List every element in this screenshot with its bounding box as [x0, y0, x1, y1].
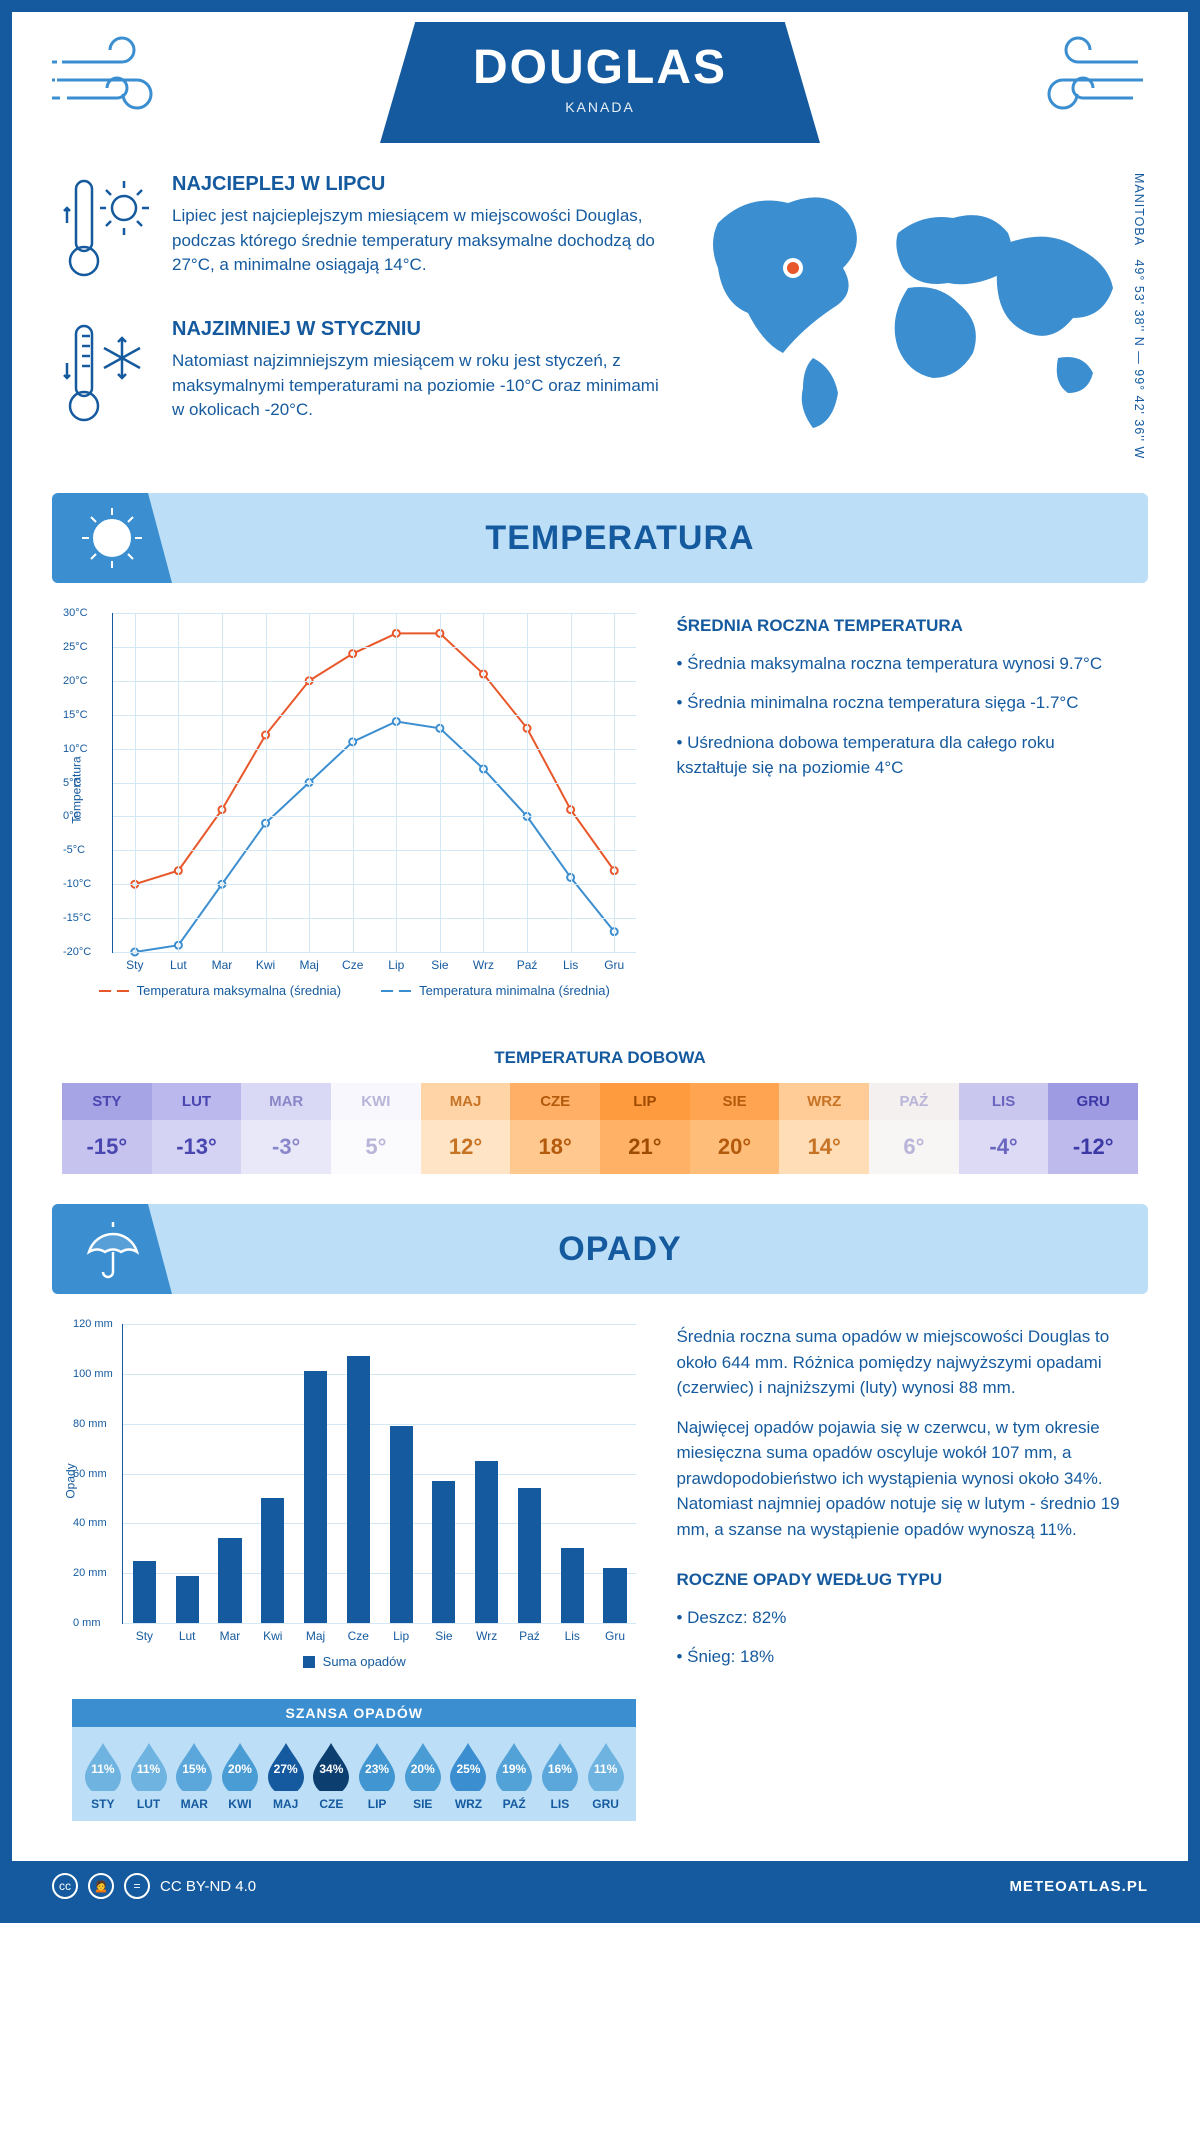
thermometer-sun-icon: [62, 173, 152, 288]
precipitation-bar-chart: Opady 0 mm20 mm40 mm60 mm80 mm100 mm120 …: [122, 1324, 636, 1624]
title-ribbon: DOUGLAS KANADA: [380, 22, 820, 143]
intro-section: NAJCIEPLEJ W LIPCU Lipiec jest najcieple…: [12, 143, 1188, 473]
wind-icon-right: [1008, 32, 1148, 127]
daily-cell: STY-15°: [62, 1083, 152, 1174]
daily-cell: PAŹ6°: [869, 1083, 959, 1174]
temperature-line-chart: Temperatura -20°C-15°C-10°C-5°C0°C5°C10°…: [112, 613, 636, 953]
daily-cell: MAJ12°: [421, 1083, 511, 1174]
temperature-body: Temperatura -20°C-15°C-10°C-5°C0°C5°C10°…: [12, 583, 1188, 1018]
daily-cell: SIE20°: [690, 1083, 780, 1174]
world-map: MANITOBA 49° 53' 38'' N — 99° 42' 36'' W: [698, 173, 1138, 463]
wind-icon-left: [52, 32, 192, 127]
precip-bar: [218, 1538, 241, 1623]
daily-cell: WRZ14°: [779, 1083, 869, 1174]
daily-temp-row: STY-15°LUT-13°MAR-3°KWI5°MAJ12°CZE18°LIP…: [62, 1083, 1138, 1174]
warmest-title: NAJCIEPLEJ W LIPCU: [172, 173, 668, 196]
country-subtitle: KANADA: [460, 99, 740, 115]
warmest-block: NAJCIEPLEJ W LIPCU Lipiec jest najcieple…: [62, 173, 668, 288]
daily-cell: CZE18°: [510, 1083, 600, 1174]
chance-drop: 19%PAŹ: [491, 1739, 537, 1811]
infographic-frame: DOUGLAS KANADA: [0, 0, 1200, 1923]
chance-drop: 34%CZE: [309, 1739, 355, 1811]
chance-drop: 11%LUT: [126, 1739, 172, 1811]
header: DOUGLAS KANADA: [12, 12, 1188, 143]
chance-drop: 11%GRU: [583, 1739, 629, 1811]
city-title: DOUGLAS: [460, 40, 740, 95]
daily-cell: MAR-3°: [241, 1083, 331, 1174]
precip-bar: [432, 1481, 455, 1623]
chance-drop: 20%SIE: [400, 1739, 446, 1811]
chance-drop: 11%STY: [80, 1739, 126, 1811]
daily-cell: LIS-4°: [959, 1083, 1049, 1174]
footer: cc 🙍 = CC BY-ND 4.0 METEOATLAS.PL: [12, 1861, 1188, 1911]
cc-icon: cc: [52, 1873, 78, 1899]
precip-bar: [261, 1498, 284, 1623]
coordinates: MANITOBA 49° 53' 38'' N — 99° 42' 36'' W: [1132, 173, 1146, 459]
precip-bar: [518, 1488, 541, 1623]
site-name: METEOATLAS.PL: [1009, 1878, 1148, 1895]
chance-drop: 25%WRZ: [446, 1739, 492, 1811]
license: cc 🙍 = CC BY-ND 4.0: [52, 1873, 256, 1899]
nd-icon: =: [124, 1873, 150, 1899]
precipitation-summary: Średnia roczna suma opadów w miejscowośc…: [676, 1324, 1128, 1821]
precip-bar: [475, 1461, 498, 1623]
warmest-text: Lipiec jest najcieplejszym miesiącem w m…: [172, 204, 668, 278]
chance-drop: 16%LIS: [537, 1739, 583, 1811]
coldest-block: NAJZIMNIEJ W STYCZNIU Natomiast najzimni…: [62, 318, 668, 433]
precip-chart-legend: Suma opadów: [72, 1654, 636, 1669]
daily-temp-title: TEMPERATURA DOBOWA: [12, 1048, 1188, 1068]
daily-cell: LUT-13°: [152, 1083, 242, 1174]
daily-cell: LIP21°: [600, 1083, 690, 1174]
chance-drop: 27%MAJ: [263, 1739, 309, 1811]
precip-bar: [347, 1356, 370, 1623]
precip-bar: [176, 1576, 199, 1623]
precip-bar: [561, 1548, 584, 1623]
precip-bar: [133, 1561, 156, 1623]
precip-bar: [304, 1371, 327, 1623]
by-icon: 🙍: [88, 1873, 114, 1899]
coldest-text: Natomiast najzimniejszym miesiącem w rok…: [172, 349, 668, 423]
daily-cell: KWI5°: [331, 1083, 421, 1174]
temperature-title: TEMPERATURA: [92, 519, 1148, 558]
temperature-summary: ŚREDNIA ROCZNA TEMPERATURA • Średnia mak…: [676, 613, 1128, 998]
precip-chance-panel: SZANSA OPADÓW 11%STY11%LUT15%MAR20%KWI27…: [72, 1699, 636, 1821]
coldest-title: NAJZIMNIEJ W STYCZNIU: [172, 318, 668, 341]
chance-drop: 15%MAR: [171, 1739, 217, 1811]
temp-chart-legend: Temperatura maksymalna (średnia) Tempera…: [72, 983, 636, 998]
precip-bar: [390, 1426, 413, 1623]
daily-cell: GRU-12°: [1048, 1083, 1138, 1174]
temperature-banner: TEMPERATURA: [52, 493, 1148, 583]
chance-drop: 20%KWI: [217, 1739, 263, 1811]
precip-bar: [603, 1568, 626, 1623]
chance-drop: 23%LIP: [354, 1739, 400, 1811]
thermometer-snow-icon: [62, 318, 152, 433]
sun-icon: [52, 493, 172, 583]
umbrella-icon: [52, 1204, 172, 1294]
precipitation-banner: OPADY: [52, 1204, 1148, 1294]
precipitation-title: OPADY: [92, 1230, 1148, 1269]
precipitation-body: Opady 0 mm20 mm40 mm60 mm80 mm100 mm120 …: [12, 1294, 1188, 1841]
